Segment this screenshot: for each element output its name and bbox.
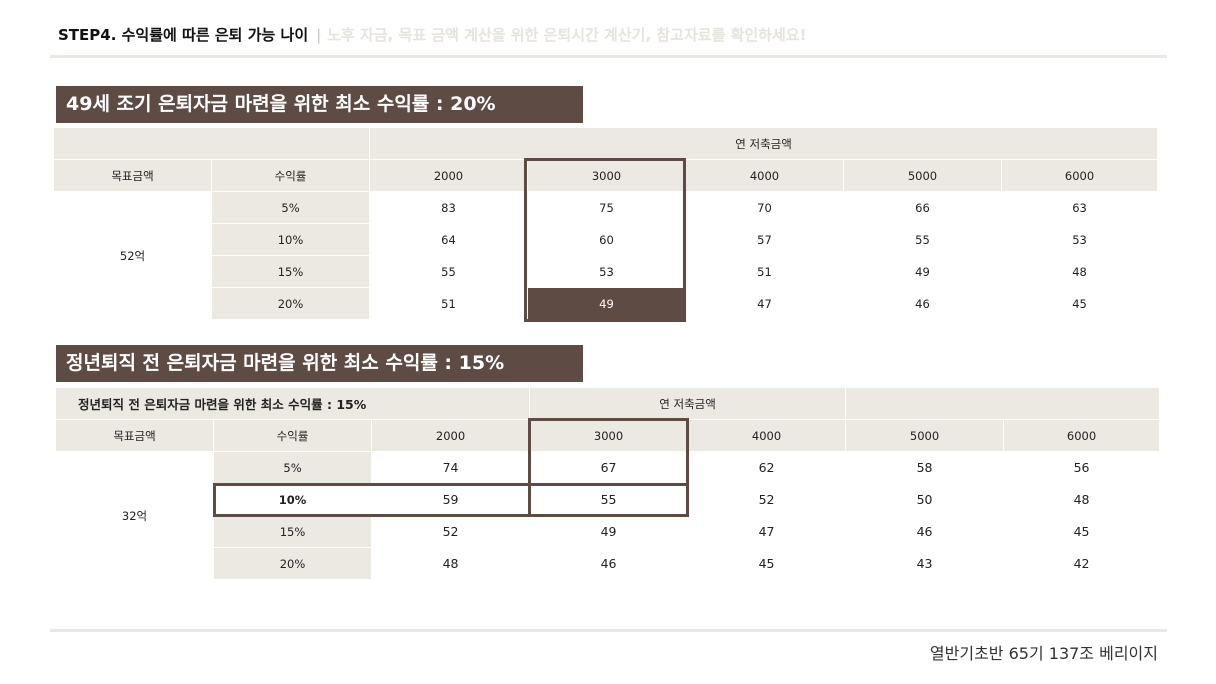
header-separator: | (316, 26, 322, 44)
rate-cell: 10% (214, 484, 372, 516)
target-amount-cell: 52억 (54, 192, 212, 320)
age-cell: 83 (370, 192, 528, 224)
age-cell: 52 (372, 516, 531, 548)
age-cell: 60 (528, 224, 686, 256)
age-cell: 55 (370, 256, 528, 288)
age-cell: 64 (370, 224, 528, 256)
age-cell: 56 (1004, 452, 1161, 484)
section2-title: 정년퇴직 전 은퇴자금 마련을 위한 최소 수익률 : 15% (56, 345, 583, 382)
col-target-header: 목표금액 (56, 420, 214, 452)
age-cell: 62 (688, 452, 847, 484)
age-cell: 57 (686, 224, 844, 256)
rate-cell: 15% (212, 256, 370, 288)
age-cell: 74 (372, 452, 531, 484)
section2-note: 정년퇴직 전 은퇴자금 마련을 위한 최소 수익률 : 15% (56, 388, 531, 420)
age-cell: 46 (530, 548, 689, 580)
age-cell: 45 (1004, 516, 1161, 548)
rate-cell: 5% (212, 192, 370, 224)
page-subtitle: 노후 자금, 목표 금액 계산을 위한 은퇴시간 계산기, 참고자료를 확인하세… (327, 26, 807, 44)
amount-header: 4000 (686, 160, 844, 192)
col-target-header: 목표금액 (54, 160, 212, 192)
age-cell: 42 (1004, 548, 1161, 580)
age-cell: 58 (846, 452, 1005, 484)
age-cell: 51 (686, 256, 844, 288)
age-cell: 45 (688, 548, 847, 580)
col-rate-header: 수익률 (214, 420, 372, 452)
age-cell: 47 (686, 288, 844, 320)
rate-cell: 20% (212, 288, 370, 320)
rate-cell: 15% (214, 516, 372, 548)
footer-credit: 열반기초반 65기 137조 베리이지 (929, 644, 1158, 663)
top-divider (50, 55, 1167, 58)
age-cell: 52 (688, 484, 847, 516)
age-cell: 55 (844, 224, 1002, 256)
age-cell: 48 (372, 548, 531, 580)
age-cell: 45 (1002, 288, 1159, 320)
header-blank (846, 388, 1161, 420)
rate-cell: 10% (212, 224, 370, 256)
bottom-divider (50, 629, 1167, 632)
amount-header: 6000 (1002, 160, 1159, 192)
amount-header: 3000 (530, 420, 689, 452)
page-header: STEP4. 수익률에 따른 은퇴 가능 나이 | 노후 자금, 목표 금액 계산을… (58, 24, 806, 45)
age-cell: 67 (530, 452, 689, 484)
amount-header: 3000 (528, 160, 686, 192)
rate-cell: 20% (214, 548, 372, 580)
age-cell: 50 (846, 484, 1005, 516)
page-title: STEP4. 수익률에 따른 은퇴 가능 나이 (58, 26, 309, 44)
target-amount-cell: 32억 (56, 452, 214, 580)
savings-group-header: 연 저축금액 (530, 388, 847, 420)
section1-title: 49세 조기 은퇴자금 마련을 위한 최소 수익률 : 20% (56, 86, 583, 123)
col-rate-header: 수익률 (212, 160, 370, 192)
highlighted-age-cell: 49 (528, 288, 686, 320)
age-cell: 53 (528, 256, 686, 288)
age-cell: 63 (1002, 192, 1159, 224)
savings-group-header: 연 저축금액 (370, 128, 1159, 160)
age-cell: 48 (1002, 256, 1159, 288)
amount-header: 2000 (372, 420, 531, 452)
age-cell: 51 (370, 288, 528, 320)
age-cell: 49 (844, 256, 1002, 288)
section2-table: 정년퇴직 전 은퇴자금 마련을 위한 최소 수익률 : 15% 연 저축금액 목… (56, 388, 1161, 580)
amount-header: 2000 (370, 160, 528, 192)
age-cell: 48 (1004, 484, 1161, 516)
age-cell: 70 (686, 192, 844, 224)
age-cell: 53 (1002, 224, 1159, 256)
age-cell: 75 (528, 192, 686, 224)
amount-header: 5000 (844, 160, 1002, 192)
age-cell: 59 (372, 484, 531, 516)
age-cell: 46 (846, 516, 1005, 548)
header-blank (54, 128, 370, 160)
amount-header: 4000 (688, 420, 847, 452)
age-cell: 46 (844, 288, 1002, 320)
age-cell: 55 (530, 484, 689, 516)
age-cell: 49 (530, 516, 689, 548)
section1-table: 연 저축금액 목표금액 수익률 2000 3000 4000 5000 6000… (54, 128, 1159, 320)
rate-cell: 5% (214, 452, 372, 484)
amount-header: 5000 (846, 420, 1005, 452)
age-cell: 43 (846, 548, 1005, 580)
amount-header: 6000 (1004, 420, 1161, 452)
age-cell: 47 (688, 516, 847, 548)
age-cell: 66 (844, 192, 1002, 224)
